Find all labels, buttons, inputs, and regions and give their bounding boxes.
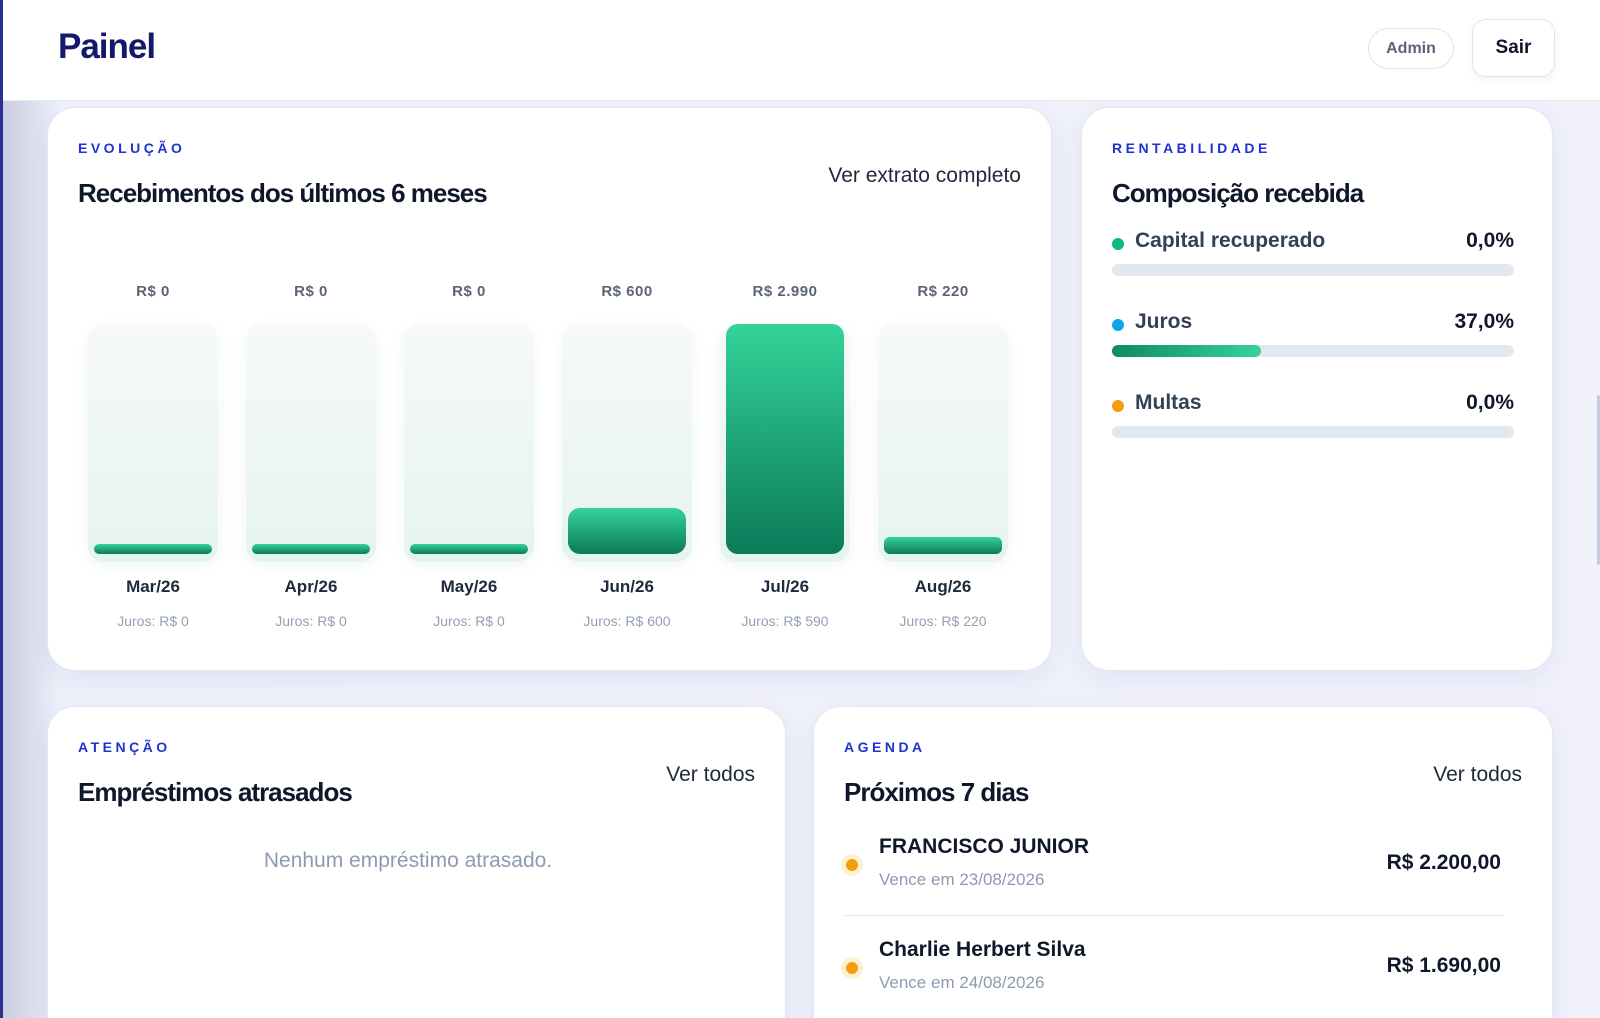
view-all-agenda-link[interactable]: Ver todos [1433,763,1522,786]
left-edge [0,0,3,1018]
progress-track [1112,426,1514,438]
bar-interest-label: Juros: R$ 220 [899,613,987,629]
bar[interactable] [252,544,370,554]
view-statement-link[interactable]: Ver extrato completo [828,164,1021,187]
bar-category-label: Apr/26 [284,577,338,596]
due-status-dot [846,962,858,974]
logout-button[interactable]: Sair [1472,19,1555,77]
bar-value-label: R$ 220 [917,283,969,300]
bar[interactable] [94,544,212,554]
bar-category-label: May/26 [440,577,498,596]
composition-percent: 37,0% [1454,310,1514,333]
bar-interest-label: Juros: R$ 0 [117,613,189,629]
top-bar: Painel Admin Sair [3,0,1600,100]
bar-category-label: Mar/26 [126,577,180,596]
borrower-name: FRANCISCO JUNIOR [879,835,1090,858]
bar-value-label: R$ 0 [452,283,486,300]
amount-due: R$ 2.200,00 [1386,851,1501,874]
composition-label: Juros [1135,310,1193,333]
composition-row: Multas 0,0% [1112,388,1514,448]
section-eyebrow: ATENÇÃO [78,739,171,755]
composition-row: Juros 37,0% [1112,307,1514,367]
bar-category-label: Jun/26 [600,577,654,596]
agenda-item[interactable]: FRANCISCO JUNIOR Vence em 23/08/2026 R$ … [844,835,1504,935]
legend-dot-icon [1112,238,1124,250]
page-title: Painel [58,27,156,66]
bar-category-label: Aug/26 [914,577,972,596]
divider [844,915,1504,916]
bar-track [246,324,376,562]
bar-interest-label: Juros: R$ 600 [583,613,671,629]
section-eyebrow: EVOLUÇÃO [78,140,186,156]
receipts-chart-card: EVOLUÇÃO Recebimentos dos últimos 6 mese… [47,107,1052,671]
progress-track [1112,345,1514,357]
progress-track [1112,264,1514,276]
composition-card: RENTABILIDADE Composição recebida Capita… [1081,107,1553,671]
bar[interactable] [726,324,844,554]
composition-row: Capital recuperado 0,0% [1112,226,1514,286]
due-date: Vence em 24/08/2026 [879,973,1045,992]
overdue-loans-card: ATENÇÃO Empréstimos atrasados Ver todos … [47,706,786,1018]
bar-track [404,324,534,562]
upcoming-card: AGENDA Próximos 7 dias Ver todos FRANCIS… [813,706,1553,1018]
section-eyebrow: AGENDA [844,739,926,755]
bar[interactable] [568,508,686,554]
bar-track [878,324,1008,562]
bar-value-label: R$ 2.990 [752,283,818,300]
composition-percent: 0,0% [1466,229,1514,252]
card-title: Empréstimos atrasados [78,777,353,807]
card-title: Recebimentos dos últimos 6 meses [78,178,488,208]
view-all-overdue-link[interactable]: Ver todos [666,763,755,786]
bar-value-label: R$ 600 [601,283,653,300]
card-title: Composição recebida [1112,178,1364,208]
scrollbar[interactable] [1597,395,1600,565]
section-eyebrow: RENTABILIDADE [1112,140,1271,156]
composition-label: Multas [1135,391,1202,414]
legend-dot-icon [1112,319,1124,331]
legend-dot-icon [1112,400,1124,412]
bar-interest-label: Juros: R$ 0 [433,613,505,629]
due-date: Vence em 23/08/2026 [879,870,1045,889]
empty-state-message: Nenhum empréstimo atrasado. [263,849,553,872]
bar[interactable] [884,537,1002,554]
composition-percent: 0,0% [1466,391,1514,414]
bar-interest-label: Juros: R$ 0 [275,613,347,629]
bar[interactable] [410,544,528,554]
composition-label: Capital recuperado [1135,229,1326,252]
amount-due: R$ 1.690,00 [1386,954,1501,977]
bar-value-label: R$ 0 [294,283,328,300]
bar-category-label: Jul/26 [760,577,810,596]
borrower-name: Charlie Herbert Silva [879,938,1086,961]
due-status-dot [846,859,858,871]
role-badge: Admin [1368,28,1454,69]
bar-value-label: R$ 0 [136,283,170,300]
bar-track [88,324,218,562]
bar-chart: R$ 0 Mar/26 Juros: R$ 0 R$ 0 Apr/26 Juros: R$… [48,108,1051,670]
agenda-item[interactable]: Charlie Herbert Silva Vence em 24/08/202… [844,938,1504,1018]
bar-interest-label: Juros: R$ 590 [741,613,829,629]
card-title: Próximos 7 dias [844,777,1029,807]
progress-fill [1112,345,1261,357]
